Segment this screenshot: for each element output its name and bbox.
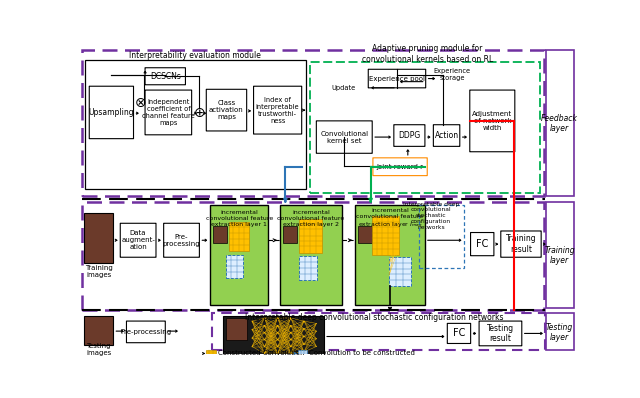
Bar xyxy=(226,255,243,278)
Text: Action: Action xyxy=(435,131,459,140)
FancyBboxPatch shape xyxy=(479,321,522,346)
Text: Convolution to be constructed: Convolution to be constructed xyxy=(309,351,415,357)
Bar xyxy=(546,202,573,308)
Text: Class
activation
maps: Class activation maps xyxy=(209,100,244,120)
Text: FC: FC xyxy=(476,239,488,249)
Text: Interpretability evaluation module: Interpretability evaluation module xyxy=(129,51,260,60)
Text: Testing
images: Testing images xyxy=(86,343,111,356)
Text: Index of
interpretable
trustworthi-
ness: Index of interpretable trustworthi- ness xyxy=(256,97,300,124)
Text: Adjustment
of network
width: Adjustment of network width xyxy=(472,111,513,131)
Text: Convolutional
kernel set: Convolutional kernel set xyxy=(320,131,369,144)
Text: incremental
convolutional feature
extraction layer 2: incremental convolutional feature extrac… xyxy=(277,211,344,227)
Bar xyxy=(310,62,540,193)
FancyBboxPatch shape xyxy=(470,232,494,256)
FancyBboxPatch shape xyxy=(120,223,156,257)
Bar xyxy=(83,50,544,196)
Text: Testing
layer: Testing layer xyxy=(546,323,573,342)
Bar xyxy=(355,205,425,305)
Bar xyxy=(419,205,465,268)
Text: Training
result: Training result xyxy=(506,234,536,254)
Text: Feedback
layer: Feedback layer xyxy=(541,113,578,133)
Bar xyxy=(83,202,544,310)
FancyBboxPatch shape xyxy=(253,86,301,134)
Text: Adaptive pruning module for
convolutional kernels based on RL: Adaptive pruning module for convolutiona… xyxy=(362,44,493,64)
Bar xyxy=(84,316,113,345)
Text: $\oplus$: $\oplus$ xyxy=(193,106,205,120)
Bar xyxy=(213,226,227,243)
Text: Experience pool: Experience pool xyxy=(369,76,425,82)
Bar xyxy=(280,205,342,305)
Bar xyxy=(226,318,248,339)
FancyBboxPatch shape xyxy=(447,324,470,343)
Bar xyxy=(229,222,249,251)
Text: Testing
result: Testing result xyxy=(487,324,514,343)
Text: Data
augment-
ation: Data augment- ation xyxy=(121,230,155,250)
FancyBboxPatch shape xyxy=(164,223,200,257)
Bar xyxy=(546,50,573,196)
Bar xyxy=(85,60,307,189)
Text: Interpretable deep convolutional stochastic configuration networks: Interpretable deep convolutional stochas… xyxy=(245,313,504,322)
Text: Independent
coefficient of
channel feature
maps: Independent coefficient of channel featu… xyxy=(142,99,195,126)
Bar xyxy=(389,257,411,287)
FancyBboxPatch shape xyxy=(433,125,460,146)
Bar xyxy=(298,350,307,357)
Text: Pre-
processing: Pre- processing xyxy=(163,234,200,247)
Text: Joint reward r: Joint reward r xyxy=(376,164,424,170)
Text: Pre-processing: Pre-processing xyxy=(120,329,172,335)
Text: Constructed Convolution: Constructed Convolution xyxy=(218,351,305,357)
Bar xyxy=(298,219,322,253)
Text: DCSCNs: DCSCNs xyxy=(150,72,180,81)
Text: Training
images: Training images xyxy=(84,265,113,277)
FancyBboxPatch shape xyxy=(470,90,515,152)
FancyBboxPatch shape xyxy=(145,90,191,135)
FancyBboxPatch shape xyxy=(145,68,186,85)
Text: incremental
convolutional feature
extraction layer $l_{max}$: incremental convolutional feature extrac… xyxy=(356,208,424,229)
FancyBboxPatch shape xyxy=(127,321,165,343)
Text: Update: Update xyxy=(332,85,356,91)
FancyBboxPatch shape xyxy=(206,89,246,131)
Text: Interpretable deep
convolutional
stochastic
configuration
networks: Interpretable deep convolutional stochas… xyxy=(403,201,460,230)
Bar xyxy=(223,316,324,377)
FancyBboxPatch shape xyxy=(368,69,426,88)
Text: incremental
convolutional feature
extraction layer 1: incremental convolutional feature extrac… xyxy=(205,211,273,227)
FancyBboxPatch shape xyxy=(373,158,428,176)
Bar xyxy=(358,226,372,243)
Text: $\otimes$: $\otimes$ xyxy=(134,96,147,110)
Bar xyxy=(210,205,268,305)
Text: DDPG: DDPG xyxy=(398,131,420,140)
Text: Experience
storage: Experience storage xyxy=(433,68,470,81)
Bar xyxy=(84,213,113,263)
FancyBboxPatch shape xyxy=(89,86,134,139)
Bar xyxy=(206,350,216,357)
Text: FC: FC xyxy=(452,328,465,338)
Text: Training
layer: Training layer xyxy=(545,246,575,265)
FancyBboxPatch shape xyxy=(500,231,541,257)
Bar xyxy=(298,256,317,280)
Bar xyxy=(212,313,545,350)
Bar xyxy=(372,217,399,255)
Bar xyxy=(546,313,573,350)
FancyBboxPatch shape xyxy=(316,121,372,153)
Bar xyxy=(283,226,297,243)
Text: Upsampling: Upsampling xyxy=(88,108,134,117)
FancyBboxPatch shape xyxy=(394,125,425,146)
